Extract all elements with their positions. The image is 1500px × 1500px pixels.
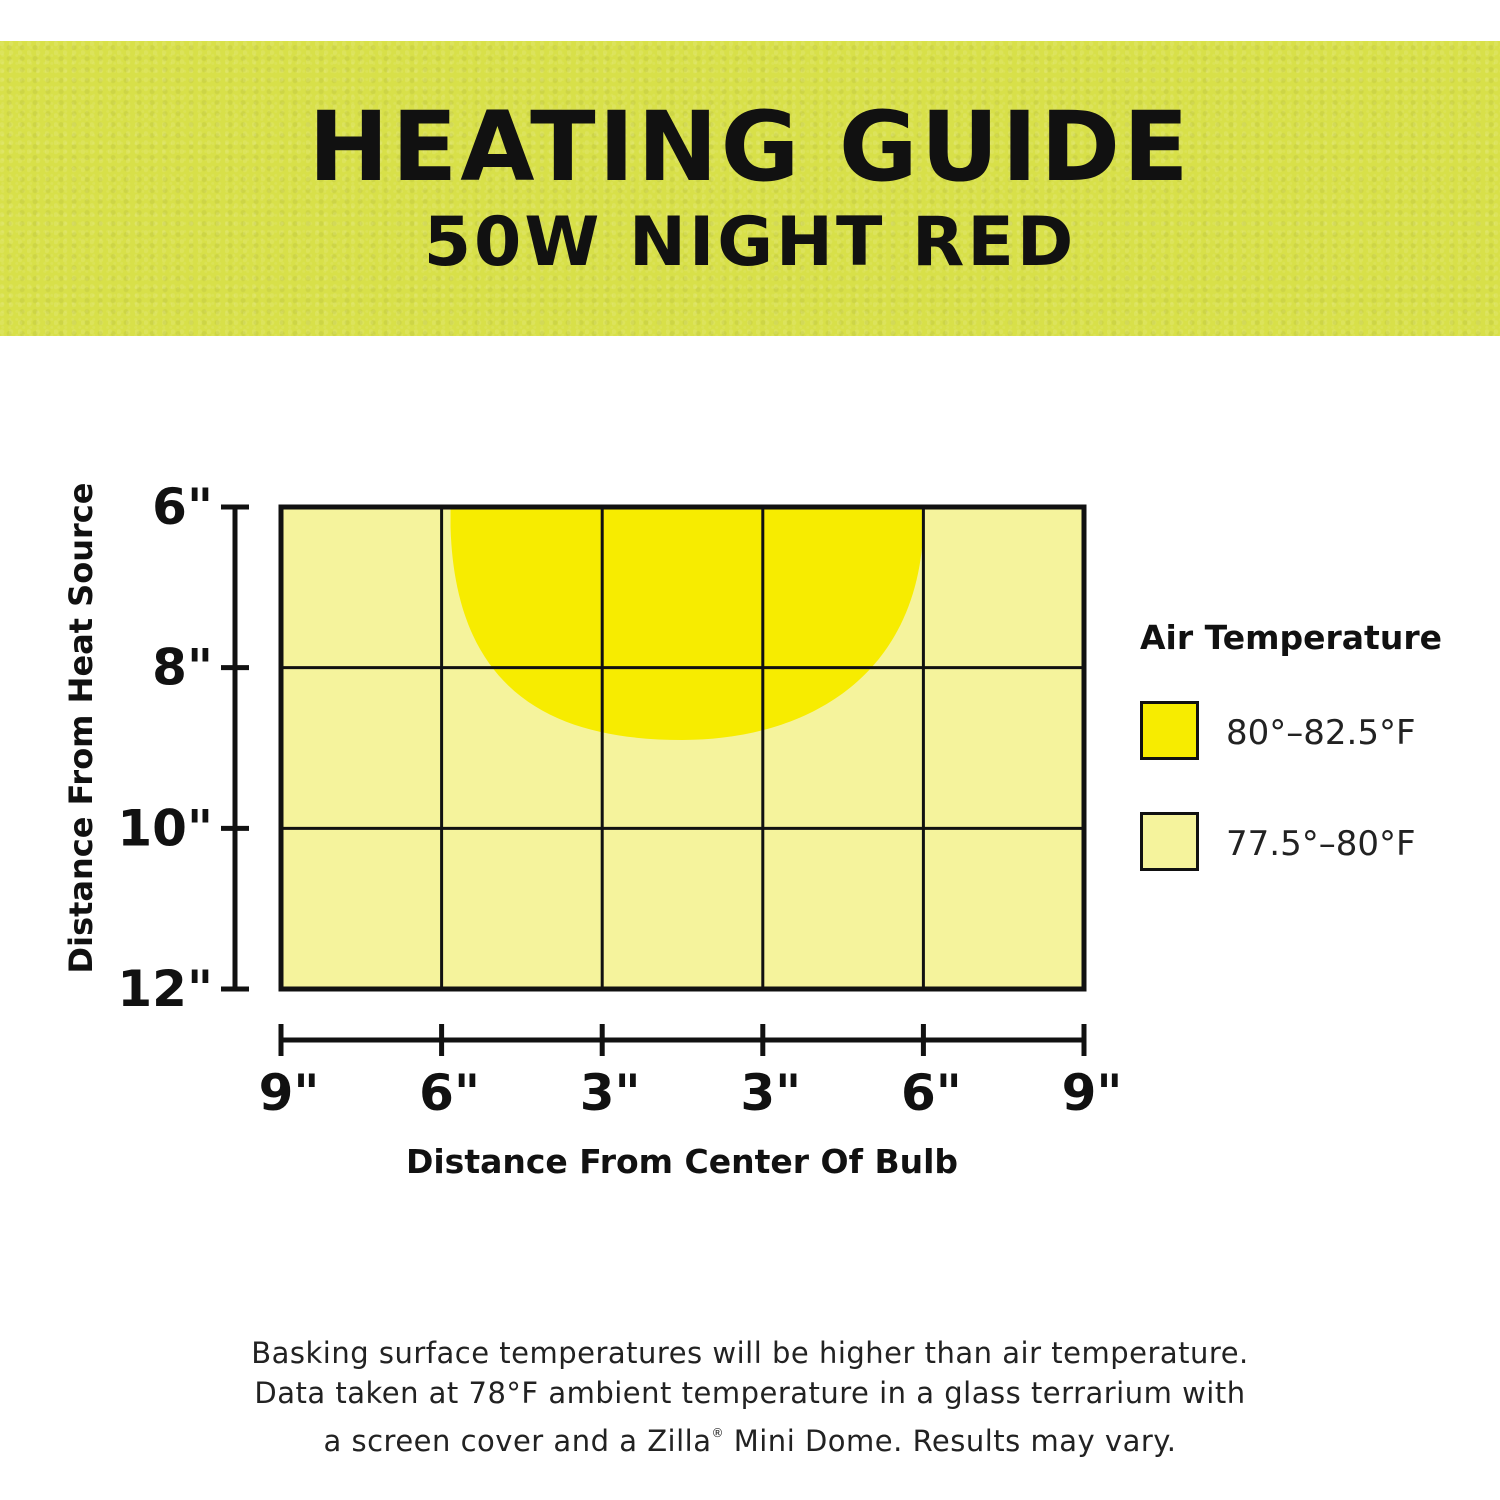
x-tick-label: 9"	[259, 1064, 320, 1122]
footnote-line-3: a screen cover and a Zilla® Mini Dome. R…	[200, 1413, 1300, 1461]
legend-label-hot: 80°–82.5°F	[1226, 713, 1416, 753]
x-tick-label: 6"	[419, 1064, 480, 1122]
legend-swatch-warm	[1140, 812, 1199, 871]
legend-label-warm: 77.5°–80°F	[1226, 824, 1416, 864]
x-tick-label: 3"	[580, 1064, 641, 1122]
legend-swatch-hot	[1140, 701, 1199, 760]
registered-mark: ®	[711, 1426, 725, 1440]
footnote-line-1: Basking surface temperatures will be hig…	[251, 1336, 1249, 1370]
y-axis-label: Distance From Heat Source	[62, 483, 100, 974]
plot-border	[278, 504, 1087, 992]
page-title: HEATING GUIDE	[308, 91, 1192, 203]
y-tick-label: 6"	[152, 478, 213, 536]
zone-hot	[450, 507, 924, 740]
page-subtitle: 50W NIGHT RED	[423, 203, 1077, 282]
footnote-line-3-end: Mini Dome. Results may vary.	[724, 1424, 1177, 1458]
footnote: Basking surface temperatures will be hig…	[200, 1333, 1300, 1461]
header-banner	[0, 41, 1500, 336]
x-tick-label: 3"	[740, 1064, 801, 1122]
legend-title: Air Temperature	[1140, 618, 1442, 657]
x-tick-label: 6"	[901, 1064, 962, 1122]
footnote-line-3-start: a screen cover and a Zilla	[323, 1424, 712, 1458]
y-tick-label: 10"	[117, 799, 213, 857]
y-tick-label: 12"	[117, 960, 213, 1018]
x-tick-label: 9"	[1062, 1064, 1123, 1122]
y-tick-label: 8"	[152, 639, 213, 697]
footnote-line-2: Data taken at 78°F ambient temperature i…	[254, 1376, 1246, 1410]
x-axis-label: Distance From Center Of Bulb	[406, 1142, 958, 1181]
